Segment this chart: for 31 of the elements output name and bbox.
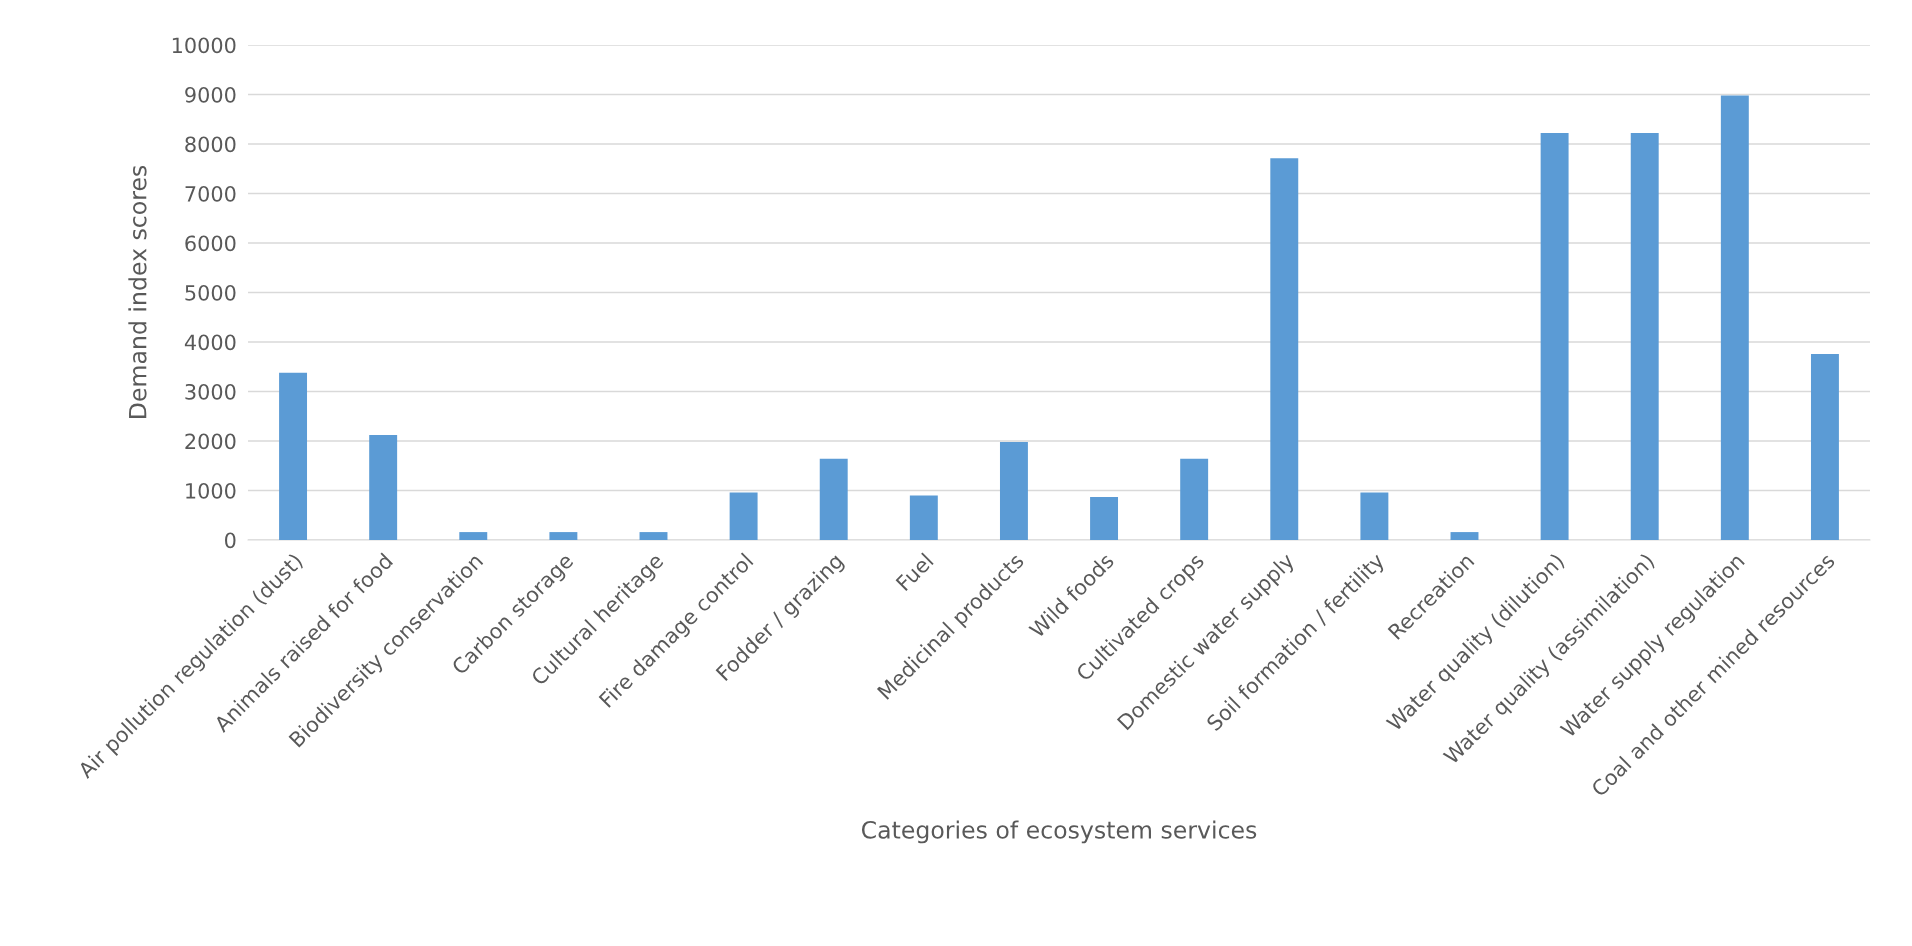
y-tick-label: 5000 [185, 284, 236, 301]
y-tick-label: 10000 [172, 37, 236, 54]
bar [279, 372, 308, 540]
x-axis-title: Categories of ecosystem services [861, 820, 1257, 844]
bar [369, 435, 398, 540]
bar [1630, 133, 1659, 540]
bar [1720, 95, 1749, 540]
bar [999, 441, 1028, 540]
y-axis-title: Demand index scores [128, 165, 147, 418]
bar [549, 532, 578, 540]
bar [1540, 133, 1569, 540]
y-tick-label: 2000 [185, 433, 236, 450]
bar [459, 532, 488, 540]
y-tick-label: 7000 [185, 185, 236, 202]
bar [1270, 158, 1299, 540]
y-tick-label: 1000 [186, 482, 236, 499]
bar [909, 495, 938, 540]
y-tick-label: 3000 [185, 383, 236, 400]
bar [1090, 496, 1119, 540]
y-tick-label: 4000 [184, 334, 236, 351]
y-tick-label: 0 [225, 532, 236, 549]
bar [1360, 492, 1389, 540]
y-tick-label: 9000 [185, 86, 236, 103]
bar [639, 532, 668, 540]
bar [1810, 353, 1839, 540]
bar [729, 492, 758, 540]
y-tick-label: 6000 [185, 235, 236, 252]
y-tick-label: 8000 [185, 136, 236, 153]
bar [819, 458, 848, 540]
bar [1180, 458, 1209, 540]
bar [1450, 532, 1479, 540]
